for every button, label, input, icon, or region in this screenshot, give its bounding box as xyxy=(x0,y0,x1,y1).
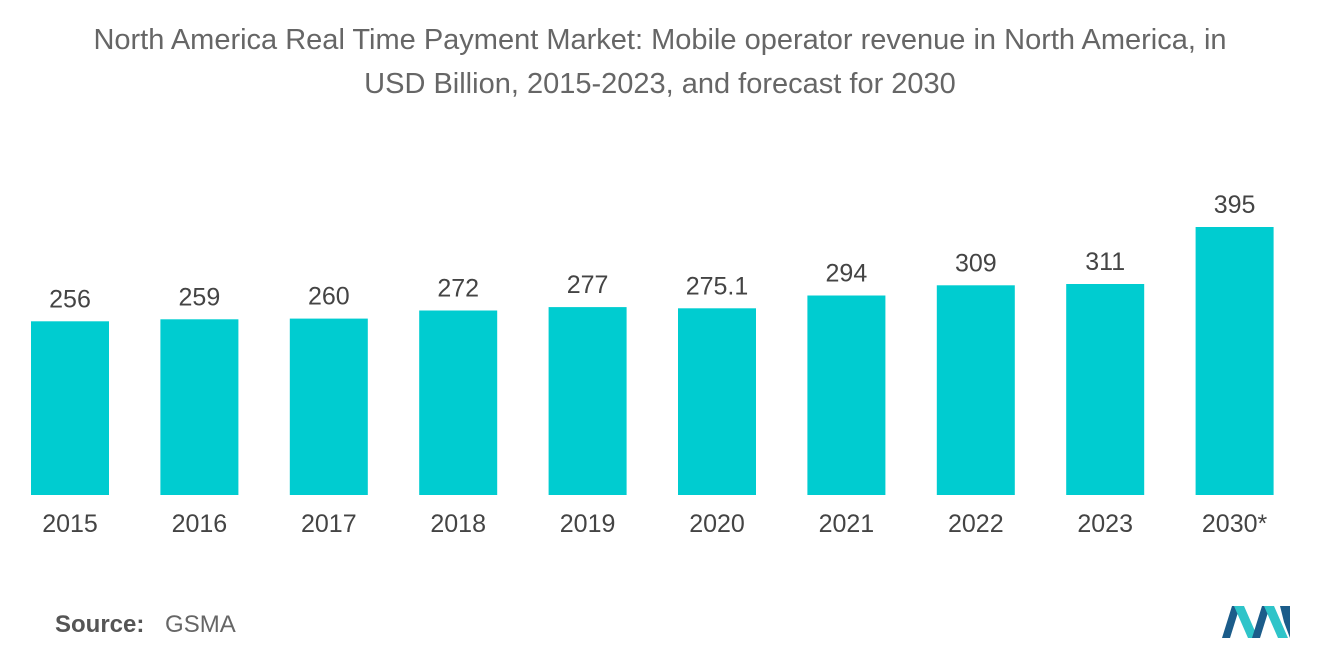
bar-2030* xyxy=(1195,227,1274,495)
category-label-2020: 2020 xyxy=(689,510,745,538)
category-label-2022: 2022 xyxy=(948,510,1004,538)
chart-title: North America Real Time Payment Market: … xyxy=(0,18,1320,106)
category-label-2017: 2017 xyxy=(301,510,357,538)
chart-title-line-2: USD Billion, 2015-2023, and forecast for… xyxy=(364,68,956,100)
bar-2020 xyxy=(678,308,756,495)
value-label-2030*: 395 xyxy=(1214,191,1256,219)
mordor-intelligence-logo-icon xyxy=(1222,606,1290,638)
value-label-2016: 259 xyxy=(179,283,221,311)
bar-2023 xyxy=(1066,284,1145,495)
value-label-2021: 294 xyxy=(826,260,868,288)
value-label-2015: 256 xyxy=(49,285,91,313)
value-label-2018: 272 xyxy=(437,275,479,303)
bar-2021 xyxy=(807,295,886,495)
value-label-2019: 277 xyxy=(567,271,609,299)
category-label-2016: 2016 xyxy=(172,510,228,538)
category-label-2023: 2023 xyxy=(1077,510,1133,538)
category-label-2030*: 2030* xyxy=(1202,510,1268,538)
category-label-2021: 2021 xyxy=(819,510,875,538)
bar-2018 xyxy=(419,310,498,495)
category-label-2019: 2019 xyxy=(560,510,616,538)
source-note: Source: GSMA xyxy=(55,611,236,639)
value-label-2020: 275.1 xyxy=(686,272,749,300)
bar-2017 xyxy=(289,318,368,495)
value-label-2022: 309 xyxy=(955,249,997,277)
chart-title-line-1: North America Real Time Payment Market: … xyxy=(93,24,1227,56)
bar-2015 xyxy=(31,321,109,495)
value-label-2017: 260 xyxy=(308,283,350,311)
category-label-2015: 2015 xyxy=(42,510,98,538)
source-value: GSMA xyxy=(165,611,236,638)
bar-2019 xyxy=(548,307,627,495)
value-label-2023: 311 xyxy=(1085,248,1125,276)
category-label-2018: 2018 xyxy=(430,510,486,538)
source-label: Source: xyxy=(55,611,145,638)
bar-2022 xyxy=(936,285,1015,495)
bar-2016 xyxy=(160,319,239,495)
